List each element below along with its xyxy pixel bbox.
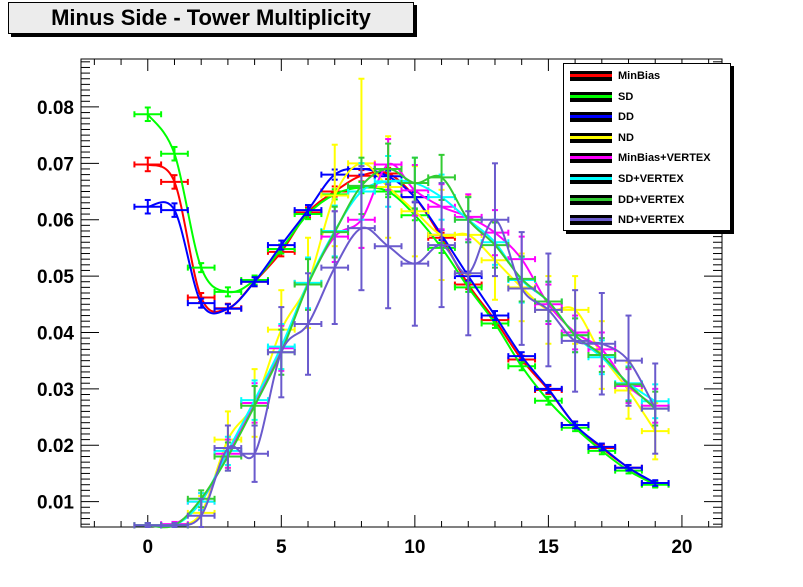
data-point bbox=[240, 424, 269, 483]
legend-entry: MinBias+VERTEX bbox=[570, 149, 711, 167]
data-point bbox=[186, 297, 216, 309]
data-point bbox=[640, 479, 670, 487]
data-point bbox=[640, 362, 670, 455]
data-point bbox=[133, 522, 163, 529]
legend-entry: ND+VERTEX bbox=[570, 211, 684, 229]
y-tick-label: 0.02 bbox=[37, 436, 74, 457]
legend-swatch bbox=[570, 153, 612, 164]
data-point bbox=[400, 200, 430, 327]
data-point bbox=[560, 420, 590, 430]
data-point bbox=[347, 165, 376, 292]
legend-swatch bbox=[570, 194, 612, 205]
y-tick-label: 0.06 bbox=[37, 211, 74, 232]
legend-entry: SD+VERTEX bbox=[570, 170, 684, 188]
legend-entry: DD bbox=[570, 108, 634, 126]
axes: 0 5 10 15 20 0.01 0.02 0.03 0.04 0.05 0.06 0.07 0.08 bbox=[37, 59, 722, 558]
series-line bbox=[147, 167, 656, 529]
data-point bbox=[213, 303, 243, 315]
legend-label: ND bbox=[618, 131, 634, 144]
legend-swatch bbox=[570, 91, 612, 102]
legend-swatch bbox=[570, 112, 612, 123]
data-point bbox=[266, 239, 296, 251]
legend-label: DD bbox=[618, 111, 634, 124]
legend-entry: ND bbox=[570, 129, 634, 147]
data-point bbox=[320, 210, 350, 326]
data-point bbox=[293, 272, 323, 376]
data-point bbox=[507, 231, 537, 346]
data-point bbox=[160, 202, 189, 218]
data-point bbox=[213, 424, 243, 472]
legend: MinBias SD DD ND MinBias+VERTEX SD+VERTEX DD+V… bbox=[563, 63, 731, 231]
data-point bbox=[480, 310, 510, 322]
y-tick-label: 0.05 bbox=[37, 267, 74, 288]
y-tick-label: 0.08 bbox=[37, 98, 74, 119]
data-point bbox=[534, 252, 563, 368]
data-point bbox=[614, 463, 643, 472]
data-point bbox=[614, 314, 643, 407]
legend-label: SD+VERTEX bbox=[618, 173, 684, 185]
data-point bbox=[186, 497, 216, 528]
y-tick-label: 0.07 bbox=[37, 154, 74, 175]
data-point bbox=[213, 286, 243, 298]
legend-label: ND+VERTEX bbox=[618, 214, 685, 227]
legend-label: SD bbox=[618, 90, 634, 103]
x-tick-label: 0 bbox=[142, 537, 153, 558]
legend-label: MinBias bbox=[618, 70, 661, 82]
data-point bbox=[293, 204, 323, 217]
data-point bbox=[186, 262, 216, 274]
data-point bbox=[560, 289, 590, 393]
legend-entry: SD bbox=[570, 88, 633, 106]
legend-swatch bbox=[570, 174, 612, 184]
x-tick-label: 10 bbox=[404, 537, 425, 558]
data-point bbox=[240, 276, 269, 288]
legend-label: MinBias+VERTEX bbox=[618, 152, 711, 165]
data-point bbox=[587, 292, 617, 396]
legend-swatch bbox=[570, 132, 612, 143]
legend-swatch bbox=[570, 215, 612, 226]
y-tick-label: 0.01 bbox=[37, 493, 74, 514]
data-point bbox=[160, 522, 189, 529]
legend-entry: MinBias bbox=[570, 67, 660, 85]
y-tick-label: 0.04 bbox=[37, 323, 74, 344]
x-tick-label: 15 bbox=[538, 537, 560, 558]
data-point bbox=[427, 182, 456, 309]
data-point bbox=[534, 383, 563, 394]
x-tick-label: 5 bbox=[276, 537, 287, 558]
legend-swatch bbox=[570, 71, 612, 81]
data-point bbox=[453, 210, 483, 337]
data-point bbox=[133, 156, 163, 173]
chart-title-box: Minus Side - Tower Multiplicity bbox=[8, 2, 414, 34]
data-point bbox=[266, 306, 296, 399]
series-line bbox=[147, 218, 657, 528]
data-point bbox=[507, 351, 537, 362]
data-point bbox=[400, 156, 430, 210]
legend-label: DD+VERTEX bbox=[618, 193, 685, 206]
y-tick-label: 0.03 bbox=[37, 380, 74, 401]
legend-entry: DD+VERTEX bbox=[570, 191, 684, 209]
data-point bbox=[373, 183, 403, 310]
series-line bbox=[147, 179, 656, 529]
data-point bbox=[587, 442, 617, 452]
series-nd-vertex bbox=[133, 162, 670, 529]
data-point bbox=[133, 198, 163, 215]
data-point bbox=[160, 174, 189, 190]
chart-title: Minus Side - Tower Multiplicity bbox=[51, 5, 371, 30]
series-group bbox=[133, 77, 670, 529]
data-point bbox=[160, 145, 189, 162]
data-point bbox=[186, 292, 216, 304]
data-point bbox=[480, 162, 510, 278]
x-tick-label: 20 bbox=[671, 537, 692, 558]
data-point bbox=[133, 106, 163, 123]
